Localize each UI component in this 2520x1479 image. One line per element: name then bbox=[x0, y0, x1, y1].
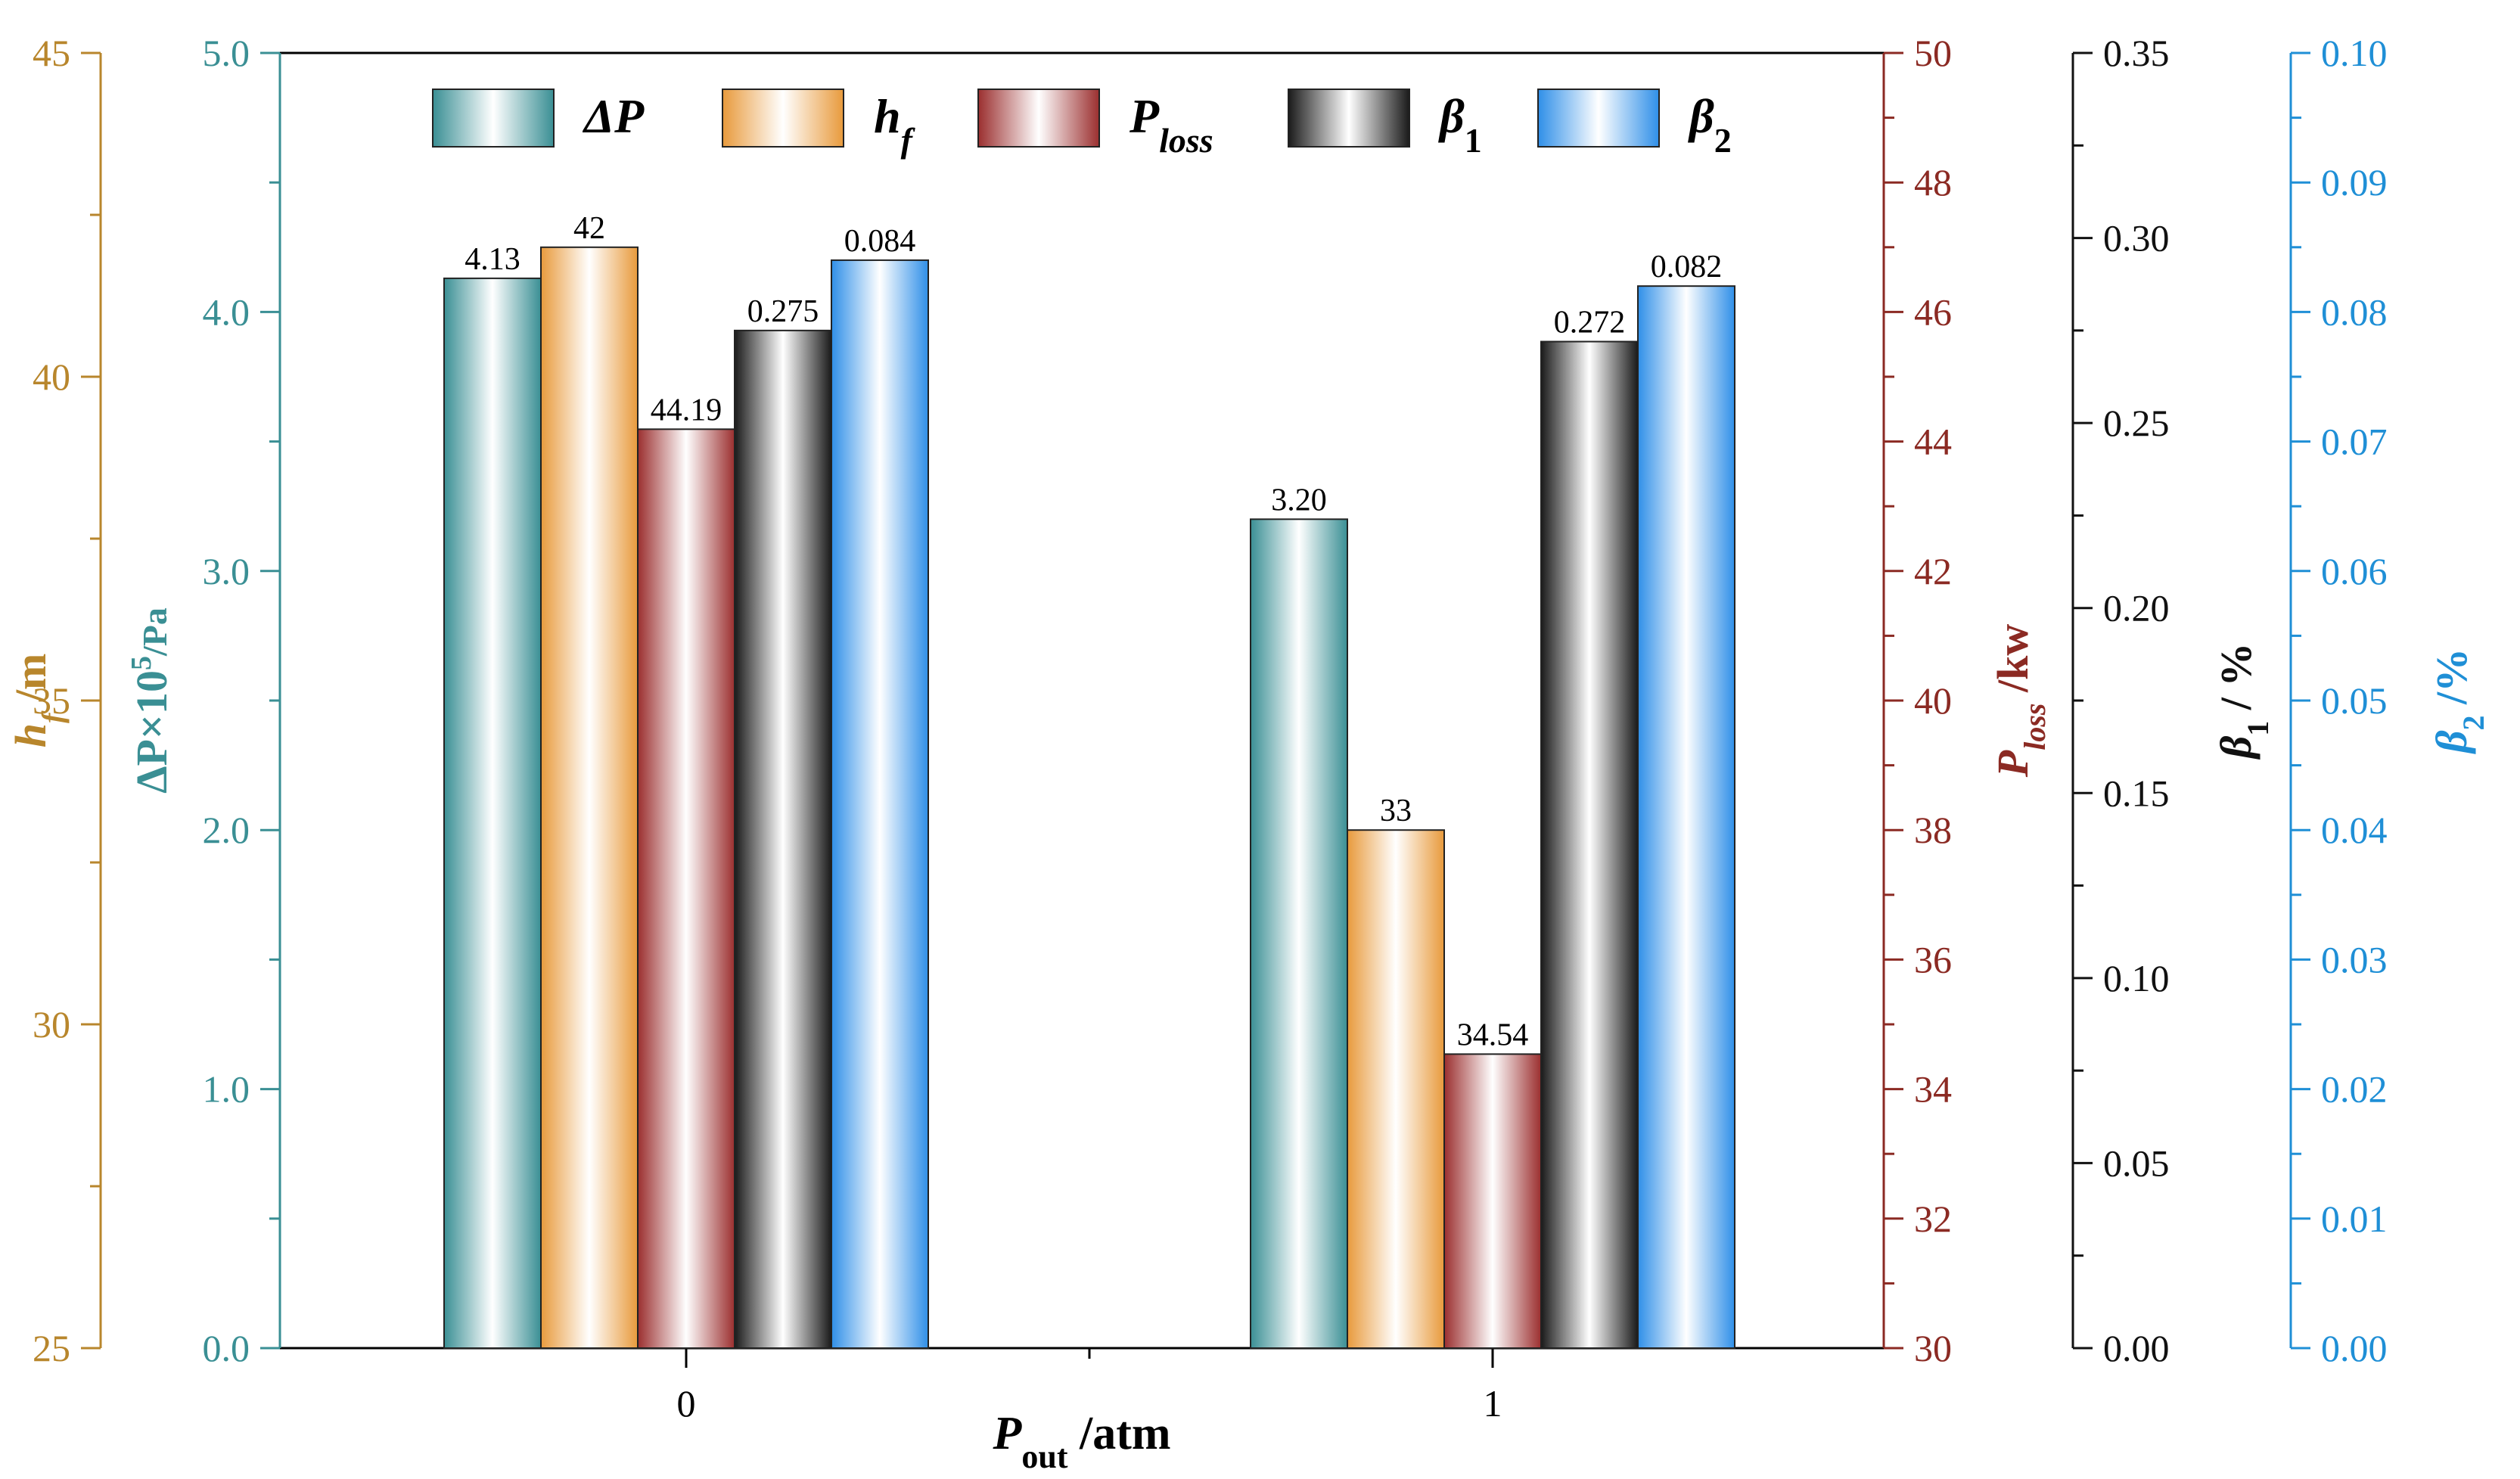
data-label-Ploss-0: 44.19 bbox=[651, 393, 722, 427]
y-axis-b2: 0.00 0.01 0.02 0.03 0.04 0.05 0.06 0.07 0.08 0.09… bbox=[2289, 32, 2490, 1369]
tick-label-b2: 0.02 bbox=[2321, 1068, 2388, 1111]
legend-label-ΔP: ΔP bbox=[582, 89, 645, 143]
tick-label-ploss: 38 bbox=[1914, 809, 1952, 851]
tick-label-ploss: 30 bbox=[1914, 1327, 1952, 1369]
data-label-ΔP-1: 3.20 bbox=[1271, 483, 1327, 517]
legend: ΔP hf Ploss β1 β2 bbox=[432, 89, 1732, 160]
tick-label-dp: 1.0 bbox=[203, 1068, 250, 1111]
tick-label-dp: 2.0 bbox=[203, 809, 250, 851]
tick-label-b2: 0.06 bbox=[2321, 550, 2388, 592]
tick-label-b2: 0.00 bbox=[2321, 1327, 2388, 1369]
tick-label-hf: 45 bbox=[33, 32, 70, 74]
bar-ΔP-1 bbox=[1250, 518, 1348, 1350]
x-tick-label: 1 bbox=[1484, 1382, 1502, 1425]
bar-ΔP-0 bbox=[443, 277, 542, 1350]
y-axis-b1: 0.00 0.05 0.10 0.15 0.20 0.25 0.30 0.35 β1 / % bbox=[2071, 32, 2275, 1369]
tick-label-b2: 0.03 bbox=[2321, 938, 2388, 980]
tick-label-b2: 0.07 bbox=[2321, 421, 2388, 463]
tick-label-b1: 0.05 bbox=[2103, 1142, 2170, 1184]
tick-label-b2: 0.08 bbox=[2321, 291, 2388, 333]
tick-label-hf: 25 bbox=[33, 1327, 70, 1369]
tick-label-b1: 0.35 bbox=[2103, 32, 2170, 74]
tick-label-hf: 35 bbox=[33, 679, 70, 722]
tick-label-ploss: 50 bbox=[1914, 32, 1952, 74]
legend-label-β2: β2 bbox=[1688, 89, 1732, 160]
tick-label-b2: 0.10 bbox=[2321, 32, 2388, 74]
y-axis-ploss: 30 32 34 36 38 40 42 44 46 48 50 Ploss /kw bbox=[1882, 32, 2052, 1369]
axis-title-hf: hf /m bbox=[6, 654, 70, 748]
bars-layer: 4.13 42 44.19 0.275 0.084 3.20 33 34.54 0.272 0.0… bbox=[443, 211, 1735, 1350]
tick-label-b2: 0.04 bbox=[2321, 809, 2388, 851]
tick-label-b2: 0.01 bbox=[2321, 1198, 2388, 1240]
tick-label-hf: 30 bbox=[33, 1003, 70, 1046]
legend-swatch-β1 bbox=[1288, 89, 1410, 148]
tick-label-ploss: 44 bbox=[1914, 421, 1952, 463]
legend-swatch-Ploss bbox=[977, 89, 1100, 148]
tick-label-ploss: 48 bbox=[1914, 161, 1952, 204]
tick-label-b1: 0.20 bbox=[2103, 587, 2170, 629]
y-axis-hf: 25 30 35 40 45 hf /m bbox=[6, 32, 102, 1369]
bar-β1-0 bbox=[734, 329, 832, 1349]
tick-label-b1: 0.15 bbox=[2103, 772, 2170, 814]
data-label-β2-1: 0.082 bbox=[1651, 250, 1723, 284]
axes-layer: 0.0 1.0 2.0 3.0 4.0 5.0 ΔP×105/Pa 25 30 35 40 45 hf … bbox=[6, 32, 2490, 1475]
tick-label-dp: 4.0 bbox=[203, 291, 250, 333]
tick-label-b1: 0.30 bbox=[2103, 217, 2170, 259]
tick-label-b1: 0.00 bbox=[2103, 1327, 2170, 1369]
legend-swatch-ΔP bbox=[432, 89, 555, 148]
tick-label-ploss: 40 bbox=[1914, 679, 1952, 722]
bar-β2-0 bbox=[831, 259, 929, 1349]
tick-label-ploss: 34 bbox=[1914, 1068, 1952, 1111]
data-label-Ploss-1: 34.54 bbox=[1457, 1018, 1529, 1052]
tick-label-ploss: 36 bbox=[1914, 938, 1952, 980]
y-axis-dp: 0.0 1.0 2.0 3.0 4.0 5.0 ΔP×105/Pa bbox=[126, 32, 281, 1369]
legend-label-Ploss: Ploss bbox=[1129, 89, 1213, 160]
tick-label-b1: 0.10 bbox=[2103, 957, 2170, 999]
tick-label-dp: 3.0 bbox=[203, 550, 250, 592]
tick-label-ploss: 46 bbox=[1914, 291, 1952, 333]
data-label-β1-0: 0.275 bbox=[747, 294, 819, 329]
data-label-hf-0: 42 bbox=[573, 211, 605, 246]
tick-label-ploss: 32 bbox=[1914, 1198, 1952, 1240]
bar-β1-1 bbox=[1540, 340, 1639, 1350]
tick-label-dp: 5.0 bbox=[203, 32, 250, 74]
axis-title-b1: β1 / % bbox=[2211, 643, 2275, 760]
data-label-hf-1: 33 bbox=[1380, 794, 1412, 828]
tick-label-hf: 40 bbox=[33, 356, 70, 398]
tick-label-b2: 0.09 bbox=[2321, 161, 2388, 204]
axis-title-dp: ΔP×105/Pa bbox=[126, 607, 176, 794]
axis-title-b2: β2 /% bbox=[2427, 648, 2490, 754]
data-label-ΔP-0: 4.13 bbox=[465, 242, 520, 277]
bar-hf-0 bbox=[540, 246, 639, 1349]
legend-label-hf: hf bbox=[874, 89, 916, 160]
bar-Ploss-1 bbox=[1443, 1053, 1542, 1349]
bar-β2-1 bbox=[1637, 285, 1735, 1349]
bar-hf-1 bbox=[1347, 829, 1445, 1349]
tick-label-b2: 0.05 bbox=[2321, 679, 2388, 722]
bar-Ploss-0 bbox=[637, 428, 735, 1349]
tick-label-b1: 0.25 bbox=[2103, 402, 2170, 444]
tick-label-dp: 0.0 bbox=[203, 1327, 250, 1369]
data-label-β1-1: 0.272 bbox=[1554, 306, 1626, 340]
axis-title-ploss: Ploss /kw bbox=[1988, 624, 2052, 778]
legend-swatch-hf bbox=[722, 89, 844, 148]
data-label-β2-0: 0.084 bbox=[844, 224, 916, 259]
x-tick-label: 0 bbox=[677, 1382, 696, 1425]
legend-label-β1: β1 bbox=[1438, 89, 1482, 160]
legend-swatch-β2 bbox=[1537, 89, 1660, 148]
x-axis-title: Pout /atm bbox=[992, 1408, 1170, 1475]
tick-label-ploss: 42 bbox=[1914, 550, 1952, 592]
